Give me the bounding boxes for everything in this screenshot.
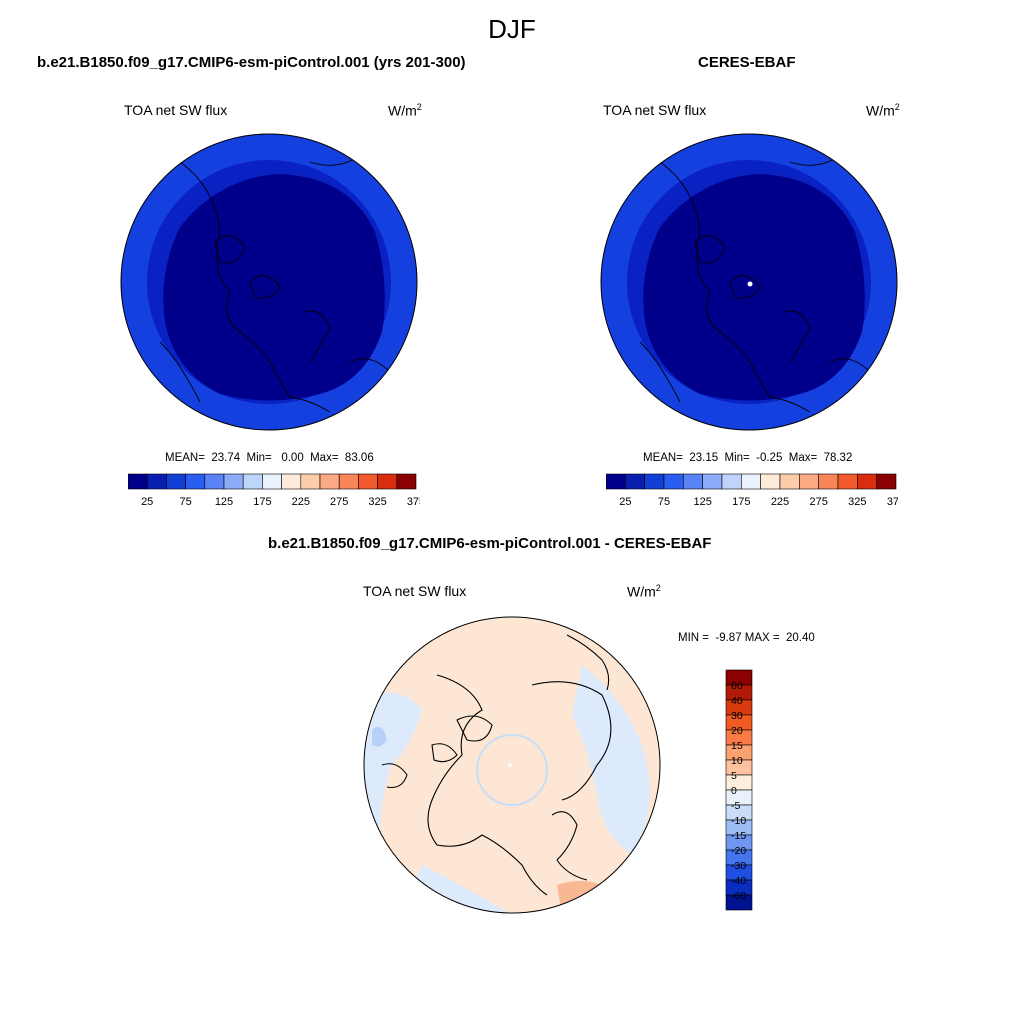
panel1-colorbar: 25 75 125 175 225 275 325 375 bbox=[128, 473, 420, 508]
panel3-neg-region-east bbox=[572, 665, 650, 855]
panel1-colorbar-box-1 bbox=[146, 473, 167, 490]
panel2-variable-label: TOA net SW flux bbox=[603, 102, 707, 118]
panel3-colorbar-box-7 bbox=[725, 774, 753, 791]
panel3-coastlines bbox=[381, 634, 612, 896]
panel2-colorbar-box-4 bbox=[683, 473, 703, 490]
panel2-colorbar-box-10 bbox=[799, 473, 819, 490]
panel1-colorbar-box-12 bbox=[358, 473, 378, 490]
panel3-colorbar-tick-label-9: -10 bbox=[731, 815, 746, 827]
panel1-case-title: b.e21.B1850.f09_g17.CMIP6-esm-piControl.… bbox=[37, 54, 466, 71]
panel2-pole-missing-data bbox=[747, 281, 753, 287]
panel2-colorbar-box-13 bbox=[857, 473, 877, 490]
panel2-colorbar-tick-label-6: 325 bbox=[848, 496, 866, 508]
panel2-colorbar-tick-label-3: 175 bbox=[732, 496, 750, 508]
panel3-colorbar-tick-label-0: 60 bbox=[731, 680, 743, 692]
panel2-colorbar-box-12 bbox=[837, 473, 858, 490]
panel1-colorbar-box-6 bbox=[242, 473, 263, 490]
panel1-units-label: W/m2 bbox=[388, 102, 422, 119]
panel2-case-title: CERES-EBAF bbox=[698, 54, 796, 71]
panel2-colorbar-tick-label-7: 375 bbox=[887, 496, 898, 508]
panel3-colorbar: 60 40 30 20 15 10 5 0 -5 -10 -15 -20 -30 -40 -60 bbox=[725, 669, 753, 911]
panel1-colorbar-box-8 bbox=[281, 473, 302, 490]
panel2-units-label: W/m2 bbox=[866, 102, 900, 119]
panel2-colorbar-box-2 bbox=[644, 473, 665, 490]
panel2-colorbar-box-1 bbox=[625, 473, 645, 490]
panel1-stats: MEAN= 23.74 Min= 0.00 Max= 83.06 bbox=[165, 452, 374, 464]
panel1-colorbar-box-10 bbox=[319, 473, 340, 490]
panel3-colorbar-tick-label-4: 15 bbox=[731, 740, 743, 752]
panel1-colorbar-box-14 bbox=[396, 473, 417, 490]
panel3-pole-missing-data bbox=[508, 763, 512, 767]
panel2-colorbar-box-5 bbox=[702, 473, 723, 490]
panel1-variable-label: TOA net SW flux bbox=[124, 102, 228, 118]
panel2-colorbar-box-14 bbox=[876, 473, 897, 490]
panel1-colorbar-tick-label-6: 325 bbox=[368, 496, 386, 508]
panel3-stats: MIN = -9.87 MAX = 20.40 bbox=[678, 632, 815, 644]
panel3-colorbar-tick-label-14: -60 bbox=[731, 890, 746, 902]
panel3-colorbar-tick-label-7: 0 bbox=[731, 785, 737, 797]
panel2-colorbar-tick-label-0: 25 bbox=[619, 496, 631, 508]
panel3-map-border bbox=[363, 616, 661, 914]
panel3-polar-ring bbox=[476, 734, 548, 806]
panel3-colorbar-tick-label-12: -30 bbox=[731, 860, 746, 872]
panel2-colorbar-tick-label-1: 75 bbox=[658, 496, 670, 508]
panel2-stats: MEAN= 23.15 Min= -0.25 Max= 78.32 bbox=[643, 452, 853, 464]
figure-title: DJF bbox=[488, 14, 536, 44]
panel3-colorbar-tick-label-1: 40 bbox=[731, 695, 743, 707]
panel2-colorbar-tick-label-4: 225 bbox=[771, 496, 789, 508]
panel2-colorbar-box-9 bbox=[779, 473, 800, 490]
panel2-colorbar-box-0 bbox=[606, 473, 626, 490]
panel1-colorbar-box-4 bbox=[204, 473, 225, 490]
panel2-colorbar-box-7 bbox=[741, 473, 761, 490]
panel1-colorbar-box-2 bbox=[166, 473, 186, 490]
panel1-colorbar-tick-label-2: 125 bbox=[215, 496, 233, 508]
panel2-polar-map bbox=[600, 133, 898, 431]
panel1-colorbar-tick-label-1: 75 bbox=[179, 496, 191, 508]
panel3-variable-label: TOA net SW flux bbox=[363, 583, 467, 599]
panel3-colorbar-tick-label-2: 30 bbox=[731, 710, 743, 722]
panel2-colorbar-box-8 bbox=[760, 473, 781, 490]
panel3-colorbar-tick-label-6: 5 bbox=[731, 770, 737, 782]
panel1-colorbar-tick-label-3: 175 bbox=[253, 496, 271, 508]
panel2-map-border bbox=[600, 133, 898, 431]
panel3-colorbar-tick-label-3: 20 bbox=[731, 725, 743, 737]
panel1-colorbar-box-0 bbox=[128, 473, 148, 490]
panel2-colorbar-tick-label-2: 125 bbox=[693, 496, 711, 508]
panel1-polar-map bbox=[120, 133, 418, 431]
panel1-colorbar-box-5 bbox=[223, 473, 244, 490]
panel3-strong-pos-south bbox=[557, 881, 612, 913]
panel2-colorbar-box-11 bbox=[818, 473, 839, 490]
panel3-colorbar-tick-label-13: -40 bbox=[731, 875, 746, 887]
panel1-colorbar-box-11 bbox=[338, 473, 359, 490]
panel1-colorbar-tick-label-7: 375 bbox=[407, 496, 420, 508]
panel3-colorbar-box-15 bbox=[725, 894, 753, 911]
panel3-case-title: b.e21.B1850.f09_g17.CMIP6-esm-piControl.… bbox=[268, 535, 712, 552]
panel3-polar-map bbox=[363, 616, 661, 914]
panel2-colorbar-box-3 bbox=[663, 473, 684, 490]
panel1-colorbar-tick-label-5: 275 bbox=[330, 496, 348, 508]
panel1-colorbar-box-3 bbox=[185, 473, 206, 490]
panel1-map-core-fill bbox=[163, 174, 385, 401]
panel3-colorbar-tick-label-5: 10 bbox=[731, 755, 743, 767]
panel1-map-border bbox=[120, 133, 418, 431]
panel3-units-label: W/m2 bbox=[627, 583, 661, 600]
panel3-colorbar-tick-label-10: -15 bbox=[731, 830, 746, 842]
panel2-colorbar: 25 75 125 175 225 275 325 375 bbox=[606, 473, 898, 508]
panel2-colorbar-box-6 bbox=[721, 473, 742, 490]
panel3-colorbar-tick-label-11: -20 bbox=[731, 845, 746, 857]
panel1-colorbar-box-13 bbox=[377, 473, 398, 490]
panel1-colorbar-box-7 bbox=[262, 473, 282, 490]
panel1-colorbar-box-9 bbox=[300, 473, 321, 490]
panel2-map-core-fill bbox=[643, 174, 865, 401]
panel3-strong-neg-west bbox=[372, 726, 387, 747]
panel2-colorbar-tick-label-5: 275 bbox=[809, 496, 827, 508]
panel1-colorbar-tick-label-4: 225 bbox=[292, 496, 310, 508]
panel3-colorbar-tick-label-8: -5 bbox=[731, 800, 740, 812]
panel1-colorbar-tick-label-0: 25 bbox=[141, 496, 153, 508]
